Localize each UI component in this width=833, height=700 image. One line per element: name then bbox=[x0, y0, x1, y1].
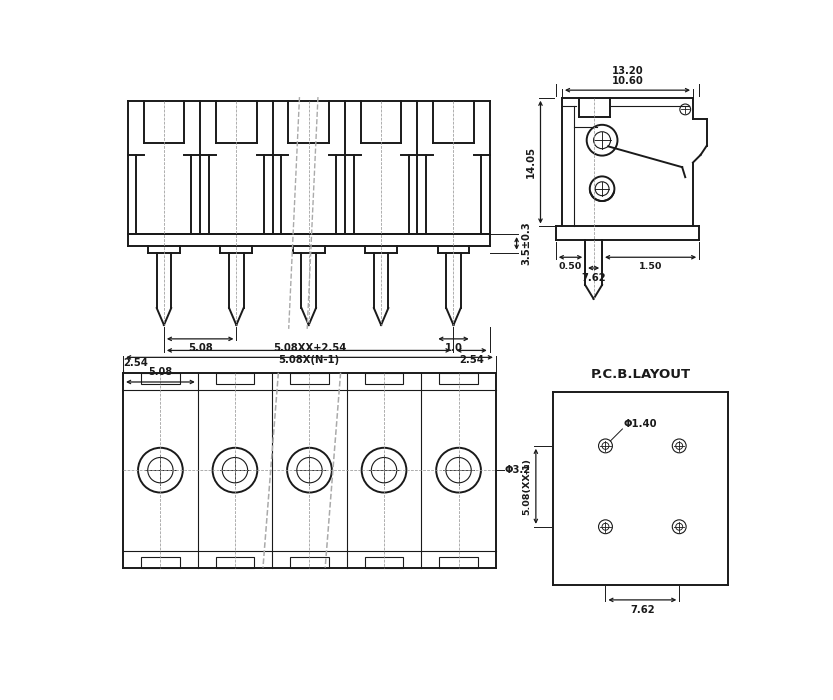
Text: 5.08: 5.08 bbox=[187, 344, 212, 354]
Text: 2.54: 2.54 bbox=[459, 355, 484, 365]
Bar bbox=[439, 372, 478, 384]
Text: 10.60: 10.60 bbox=[611, 76, 643, 85]
Text: Φ1.40: Φ1.40 bbox=[624, 419, 657, 429]
Text: P.C.B.LAYOUT: P.C.B.LAYOUT bbox=[591, 368, 691, 382]
Text: 5.08(XX-1): 5.08(XX-1) bbox=[522, 458, 531, 514]
Text: 1.50: 1.50 bbox=[639, 262, 662, 271]
Bar bbox=[141, 372, 180, 384]
Bar bbox=[290, 372, 329, 384]
Bar bbox=[141, 556, 180, 568]
Bar bbox=[216, 372, 254, 384]
Text: 5.08: 5.08 bbox=[148, 368, 172, 377]
Bar bbox=[365, 372, 403, 384]
Bar bbox=[216, 556, 254, 568]
Text: 13.20: 13.20 bbox=[611, 66, 643, 76]
Bar bbox=[439, 556, 478, 568]
Text: 14.05: 14.05 bbox=[526, 146, 536, 178]
Bar bbox=[290, 556, 329, 568]
Bar bbox=[365, 556, 403, 568]
Text: 5.08XX+2.54: 5.08XX+2.54 bbox=[272, 343, 347, 353]
Text: Φ3.2: Φ3.2 bbox=[504, 466, 531, 475]
Text: 7.62: 7.62 bbox=[630, 605, 655, 615]
Text: 2.54: 2.54 bbox=[123, 358, 148, 368]
Text: 7.62: 7.62 bbox=[581, 272, 606, 283]
Text: 5.08X(N-1): 5.08X(N-1) bbox=[278, 355, 339, 365]
Text: 1.0: 1.0 bbox=[445, 344, 462, 354]
Text: 3.5±0.3: 3.5±0.3 bbox=[521, 222, 531, 265]
Text: 0.50: 0.50 bbox=[559, 262, 582, 271]
